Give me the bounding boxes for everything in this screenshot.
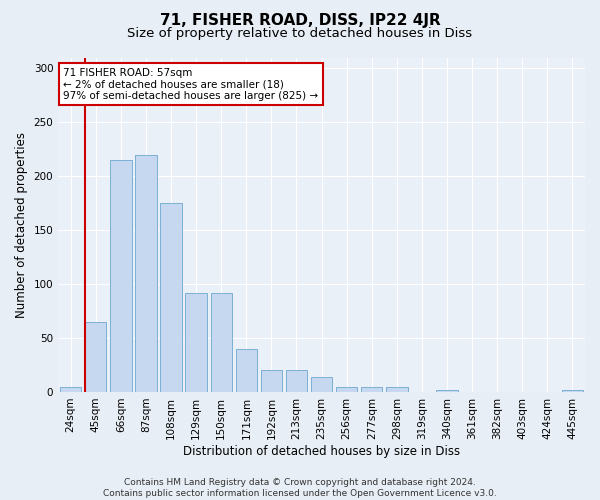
Text: Contains HM Land Registry data © Crown copyright and database right 2024.
Contai: Contains HM Land Registry data © Crown c…	[103, 478, 497, 498]
Bar	[436, 390, 458, 392]
Bar	[60, 386, 82, 392]
Bar	[311, 377, 332, 392]
Bar	[85, 322, 106, 392]
Bar	[286, 370, 307, 392]
Bar	[136, 154, 157, 392]
X-axis label: Distribution of detached houses by size in Diss: Distribution of detached houses by size …	[183, 444, 460, 458]
Text: 71, FISHER ROAD, DISS, IP22 4JR: 71, FISHER ROAD, DISS, IP22 4JR	[160, 12, 440, 28]
Bar	[110, 160, 131, 392]
Bar	[562, 390, 583, 392]
Text: 71 FISHER ROAD: 57sqm
← 2% of detached houses are smaller (18)
97% of semi-detac: 71 FISHER ROAD: 57sqm ← 2% of detached h…	[64, 68, 319, 100]
Text: Size of property relative to detached houses in Diss: Size of property relative to detached ho…	[127, 28, 473, 40]
Y-axis label: Number of detached properties: Number of detached properties	[15, 132, 28, 318]
Bar	[236, 349, 257, 392]
Bar	[386, 386, 407, 392]
Bar	[361, 386, 382, 392]
Bar	[211, 292, 232, 392]
Bar	[185, 292, 207, 392]
Bar	[336, 386, 358, 392]
Bar	[261, 370, 282, 392]
Bar	[160, 203, 182, 392]
